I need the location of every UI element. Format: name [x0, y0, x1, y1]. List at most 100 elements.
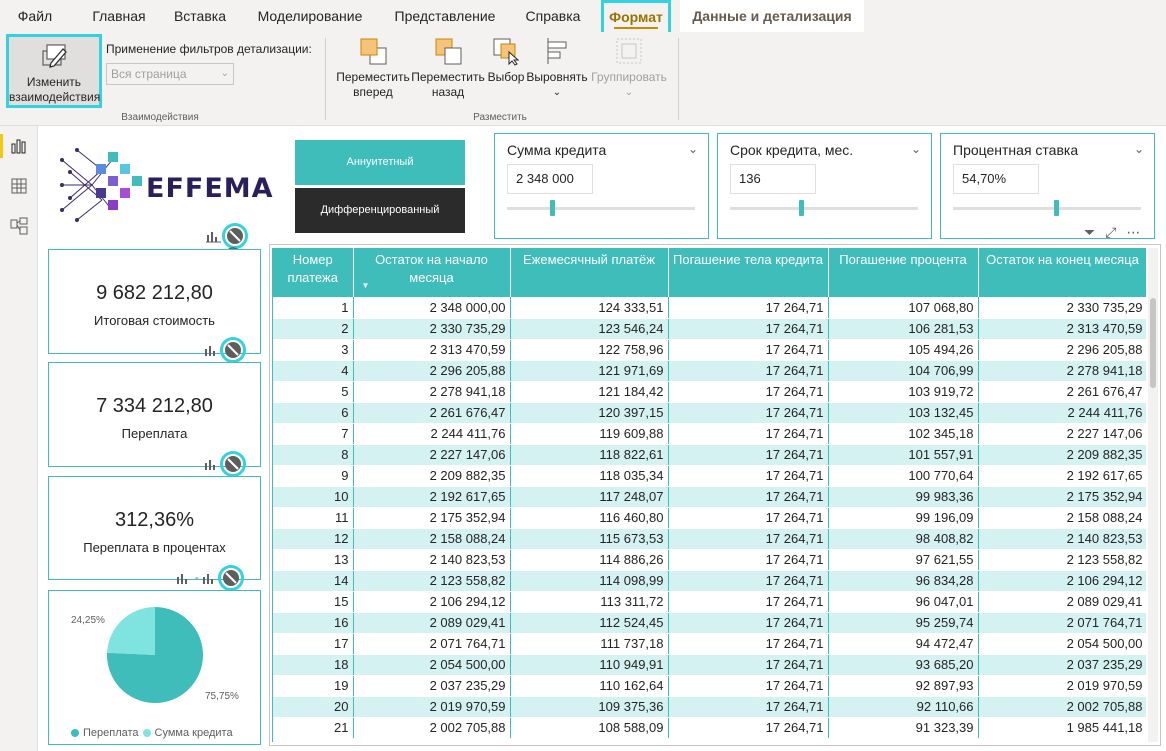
align-label: Выровнять [526, 70, 588, 84]
chevron-down-icon[interactable]: ⌄ [1133, 142, 1144, 156]
focus-mode-icon[interactable]: ⤢ [1105, 224, 1117, 240]
send-backward-icon [435, 38, 462, 65]
column-header[interactable]: Номер платежа [273, 248, 354, 297]
tab-modeling[interactable]: Моделирование [257, 8, 363, 24]
table-row[interactable]: 15 2 106 294,12 113 311,72 17 264,71 96 047,… [273, 591, 1146, 613]
slider-track[interactable] [507, 207, 695, 210]
group-button[interactable]: Группировать ⌄ [588, 36, 670, 106]
tab-view[interactable]: Представление [394, 8, 496, 24]
column-header[interactable]: Погашение тела кредита [668, 248, 829, 297]
tab-insert[interactable]: Вставка [173, 8, 227, 24]
table-row[interactable]: 16 2 089 029,41 112 524,45 17 264,71 95 259,… [273, 612, 1146, 634]
tab-home[interactable]: Главная [92, 8, 146, 24]
legend-item-principal[interactable]: Сумма кредита [154, 727, 233, 739]
slider-track[interactable] [730, 207, 918, 210]
table-cell: 17 264,71 [668, 675, 829, 697]
slicer-title: Процентная ставка [953, 142, 1079, 158]
model-view-icon[interactable] [9, 216, 29, 236]
table-cell: 92 110,66 [828, 696, 979, 718]
pie-slice-principal[interactable] [107, 607, 155, 655]
table-cell: 2 192 617,65 [353, 486, 511, 508]
table-cell: 106 281,53 [828, 318, 979, 340]
table-row[interactable]: 11 2 175 352,94 116 460,80 17 264,71 99 196,… [273, 507, 1146, 529]
filter-icon[interactable]: ⏷ [1084, 224, 1096, 240]
table-row[interactable]: 21 2 002 705,88 108 588,09 17 264,71 91 323,… [273, 717, 1146, 739]
scrollbar-thumb[interactable] [1150, 298, 1156, 388]
column-header[interactable]: Погашение процента [828, 248, 979, 297]
payment-schedule-table: Номер платежа Остаток на начало месяца ▼ … [272, 248, 1146, 742]
slider-handle[interactable] [1054, 200, 1060, 216]
table-row[interactable]: 18 2 054 500,00 110 949,91 17 264,71 93 685,… [273, 654, 1146, 676]
table-cell: 2 037 235,29 [353, 675, 511, 697]
filter-chart-icon[interactable] [204, 457, 220, 471]
table-row[interactable]: 10 2 192 617,65 117 248,07 17 264,71 99 983,… [273, 486, 1146, 508]
align-button[interactable]: Выровнять ⌄ [526, 36, 588, 106]
table-row[interactable]: 20 2 019 970,59 109 375,36 17 264,71 92 110,… [273, 696, 1146, 718]
none-interaction-icon[interactable] [222, 223, 248, 249]
slicer-value-input[interactable]: 136 [730, 164, 816, 194]
table-cell: 93 685,20 [828, 654, 979, 676]
legend-item-overpay[interactable]: Переплата [83, 727, 139, 739]
table-row[interactable]: 13 2 140 823,53 114 886,26 17 264,71 97 621,… [273, 549, 1146, 571]
edit-interactions-button[interactable]: Изменить взаимодействия [6, 34, 102, 108]
table-row[interactable]: 17 2 071 764,71 111 737,18 17 264,71 94 472,… [273, 633, 1146, 655]
chevron-down-icon[interactable]: ⌄ [687, 142, 698, 156]
table-cell: 5 [273, 381, 354, 403]
table-scrollbar[interactable] [1148, 248, 1158, 742]
table-cell: 2 054 500,00 [978, 633, 1146, 655]
send-backward-button[interactable]: Переместить назад [410, 36, 486, 106]
slider-track[interactable] [953, 207, 1141, 210]
tab-data-drill[interactable]: Данные и детализация [680, 0, 864, 32]
drill-filter-select[interactable]: Вся страница ⌄ [106, 63, 234, 85]
table-cell: 2 278 941,18 [978, 360, 1146, 382]
table-cell: 103 132,45 [828, 402, 979, 424]
filter-chart-icon[interactable] [204, 343, 220, 357]
selection-button[interactable]: Выбор [486, 36, 526, 106]
card-value: 312,36% [115, 509, 194, 531]
table-cell: 3 [273, 339, 354, 361]
table-row[interactable]: 19 2 037 235,29 110 162,64 17 264,71 92 897,… [273, 675, 1146, 697]
pie-slice-overpay[interactable] [107, 607, 204, 703]
annuity-button[interactable]: Аннуитетный [295, 140, 465, 185]
chevron-down-icon[interactable]: ⌄ [910, 142, 921, 156]
tab-file[interactable]: Файл [17, 8, 53, 24]
table-cell: 2 330 735,29 [353, 318, 511, 340]
tab-help[interactable]: Справка [525, 8, 581, 24]
tab-format[interactable]: Формат [601, 0, 671, 36]
bring-forward-button[interactable]: Переместить вперед [335, 36, 411, 106]
table-row[interactable]: 12 2 158 088,24 115 673,53 17 264,71 98 408,… [273, 528, 1146, 550]
slider-handle[interactable] [799, 200, 805, 216]
filter-chart-icon[interactable] [206, 229, 222, 243]
slider-handle[interactable] [550, 200, 556, 216]
table-cell: 111 737,18 [510, 633, 669, 655]
slicer-value-input[interactable]: 54,70% [953, 164, 1039, 194]
filter-chart-icon[interactable] [176, 571, 192, 585]
table-cell: 2 089 029,41 [353, 612, 511, 634]
highlight-chart-icon[interactable] [202, 571, 218, 585]
rail-active-indicator [0, 134, 3, 158]
slicer-value-input[interactable]: 2 348 000 [507, 164, 593, 194]
edit-interactions-icon [42, 44, 67, 68]
column-header-sorted[interactable]: Остаток на начало месяца ▼ [353, 248, 511, 297]
table-cell: 100 770,64 [828, 465, 979, 487]
view-rail [0, 126, 38, 751]
column-header[interactable]: Ежемесячный платёж [510, 248, 669, 297]
none-interaction-icon[interactable] [220, 337, 246, 363]
more-options-icon[interactable]: ⋯ [1126, 224, 1141, 240]
differentiated-button[interactable]: Дифференцированный [295, 188, 465, 233]
column-header[interactable]: Остаток на конец месяца [978, 248, 1146, 297]
none-interaction-icon[interactable] [217, 565, 244, 591]
report-view-icon[interactable] [9, 136, 29, 156]
none-interaction-icon[interactable] [220, 451, 246, 477]
data-view-icon[interactable] [9, 176, 29, 196]
table-row[interactable]: 14 2 123 558,82 114 098,99 17 264,71 96 834,… [273, 570, 1146, 592]
